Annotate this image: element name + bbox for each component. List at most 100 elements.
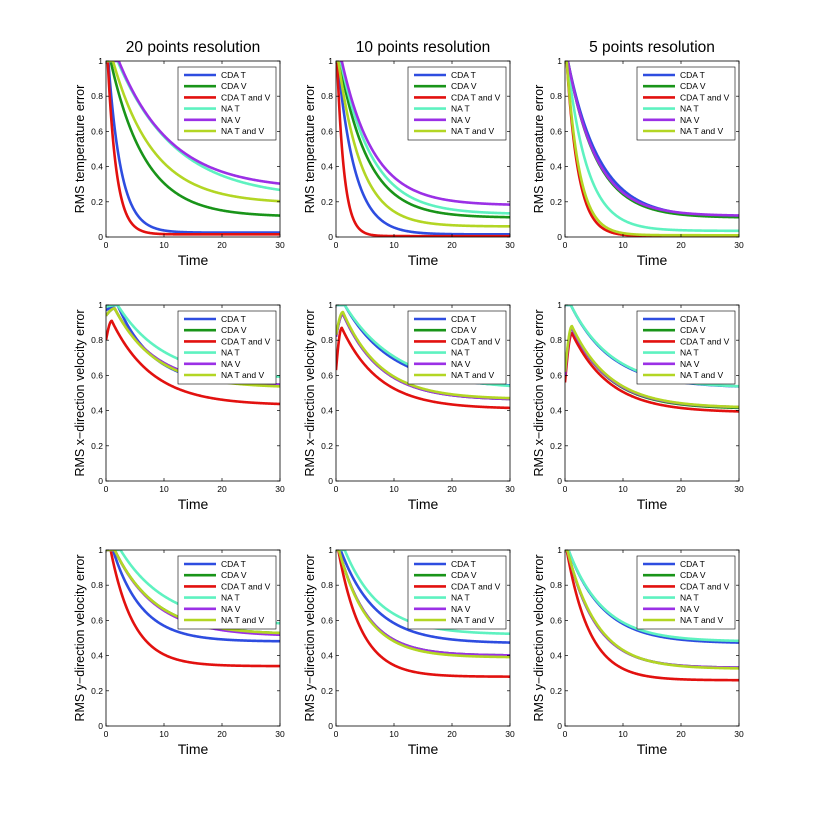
series-line-cda-t-and-v <box>336 326 510 410</box>
x-tick-label: 20 <box>676 729 686 739</box>
legend-label: CDA T <box>680 70 705 80</box>
y-tick-label: 1 <box>557 545 562 555</box>
series-line-cda-t <box>106 550 280 643</box>
legend-label: CDA T <box>451 314 476 324</box>
x-axis-label: Time <box>637 741 668 757</box>
legend-box <box>407 66 507 141</box>
subplot-2-2: 0 10 20 30 0 0.2 0.4 0.6 0.8 1 Time RMS x−direction… <box>303 300 515 512</box>
x-tick-label: 30 <box>734 240 744 250</box>
y-axis-label: RMS y−direction velocity error <box>303 554 317 721</box>
legend-box <box>636 310 736 385</box>
legend-box <box>636 66 736 141</box>
y-axis-label: RMS x−direction velocity error <box>532 309 546 476</box>
series-line-na-t-and-v <box>565 550 739 670</box>
y-tick-label: 0.2 <box>91 441 103 451</box>
series-line-na-v <box>106 61 280 185</box>
y-tick-label: 0.8 <box>550 335 562 345</box>
series-line-cda-t-and-v <box>106 61 280 236</box>
y-tick-label: 0.2 <box>91 686 103 696</box>
y-axis-label: RMS temperature error <box>73 85 87 214</box>
legend-label: CDA T and V <box>221 92 271 102</box>
series-lines <box>565 305 739 413</box>
axes-box <box>105 304 281 482</box>
y-tick-label: 1 <box>328 56 333 66</box>
x-axis-label: Time <box>178 496 209 512</box>
x-tick-label: 10 <box>159 484 169 494</box>
legend-label: CDA T and V <box>221 581 271 591</box>
y-axis-label: RMS y−direction velocity error <box>73 554 87 721</box>
legend-label: NA V <box>680 359 700 369</box>
x-tick-label: 0 <box>104 484 109 494</box>
axes-box <box>335 304 511 482</box>
legend-box <box>177 66 277 141</box>
x-tick-label: 10 <box>618 729 628 739</box>
legend-box <box>177 310 277 385</box>
series-line-na-t-and-v <box>336 550 510 659</box>
y-tick-label: 0.6 <box>550 370 562 380</box>
legend-box <box>407 555 507 630</box>
legend-label: CDA V <box>451 325 477 335</box>
subplot-3-2: 0 10 20 30 0 0.2 0.4 0.6 0.8 1 Time RMS y−direction… <box>303 545 515 757</box>
x-tick-label: 30 <box>505 484 515 494</box>
legend-label: NA T and V <box>221 370 264 380</box>
x-tick-label: 30 <box>275 729 285 739</box>
x-tick-label: 30 <box>734 729 744 739</box>
y-axis-label: RMS y−direction velocity error <box>532 554 546 721</box>
x-tick-label: 0 <box>563 240 568 250</box>
series-line-na-v <box>565 61 739 217</box>
y-tick-label: 0.2 <box>321 441 333 451</box>
x-tick-label: 10 <box>618 484 628 494</box>
x-axis-label: Time <box>178 252 209 268</box>
subplot-1-2: 0 10 20 30 0 0.2 0.4 0.6 0.8 1 10 points resolutio… <box>303 39 515 268</box>
subplot-3-1: 0 10 20 30 0 0.2 0.4 0.6 0.8 1 Time RMS y−direction… <box>73 545 285 757</box>
x-tick-label: 0 <box>334 484 339 494</box>
series-lines <box>336 61 510 237</box>
x-axis-label: Time <box>408 496 439 512</box>
legend-label: NA T and V <box>451 615 494 625</box>
series-line-cda-v <box>106 61 280 217</box>
legend-label: NA T and V <box>221 615 264 625</box>
y-tick-label: 0.6 <box>321 126 333 136</box>
y-tick-label: 0 <box>328 476 333 486</box>
y-tick-label: 0.2 <box>321 197 333 207</box>
x-tick-label: 0 <box>334 240 339 250</box>
legend-label: NA T <box>221 593 240 603</box>
series-line-na-t-and-v <box>336 61 510 228</box>
axes-box <box>105 60 281 238</box>
x-tick-label: 0 <box>334 729 339 739</box>
legend-label: CDA T and V <box>221 336 271 346</box>
legend-label: CDA T <box>451 70 476 80</box>
y-tick-label: 0.8 <box>91 580 103 590</box>
y-tick-label: 0.2 <box>321 686 333 696</box>
y-tick-label: 0.4 <box>321 651 333 661</box>
legend-label: CDA T <box>221 559 246 569</box>
legend-label: NA V <box>451 115 471 125</box>
y-tick-label: 0 <box>328 232 333 242</box>
y-tick-label: 0.4 <box>550 162 562 172</box>
x-tick-label: 20 <box>217 484 227 494</box>
series-line-na-v <box>336 61 510 206</box>
legend-label: CDA T and V <box>680 92 730 102</box>
series-lines <box>565 61 739 237</box>
x-tick-label: 20 <box>676 484 686 494</box>
legend-label: NA V <box>680 115 700 125</box>
legend-label: CDA V <box>680 81 706 91</box>
legend-label: NA T <box>680 104 699 114</box>
y-tick-label: 0.6 <box>550 615 562 625</box>
legend-label: NA V <box>221 359 241 369</box>
y-axis-label: RMS temperature error <box>532 85 546 214</box>
legend-label: NA V <box>221 115 241 125</box>
series-line-cda-t-and-v <box>336 550 510 678</box>
subplot-2-1: 0 10 20 30 0 0.2 0.4 0.6 0.8 1 Time RMS x−direction… <box>73 300 285 512</box>
x-tick-label: 20 <box>676 240 686 250</box>
legend-label: CDA V <box>221 325 247 335</box>
series-lines <box>106 61 280 236</box>
x-tick-label: 30 <box>505 240 515 250</box>
y-tick-label: 0.8 <box>91 335 103 345</box>
series-line-cda-t-and-v <box>106 319 280 406</box>
x-tick-label: 30 <box>734 484 744 494</box>
